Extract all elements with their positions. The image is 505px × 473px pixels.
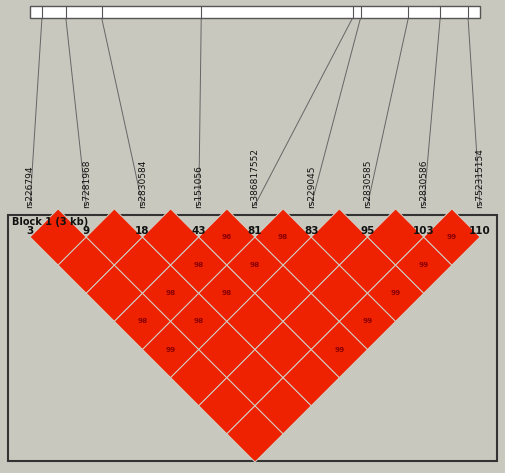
Text: 103: 103 xyxy=(413,226,435,236)
Polygon shape xyxy=(199,209,255,265)
Polygon shape xyxy=(227,406,283,462)
Polygon shape xyxy=(142,265,199,321)
Polygon shape xyxy=(227,237,283,293)
Polygon shape xyxy=(311,209,368,265)
Text: 98: 98 xyxy=(137,318,147,324)
Polygon shape xyxy=(142,321,199,377)
Text: 99: 99 xyxy=(166,347,176,352)
Text: 99: 99 xyxy=(363,318,373,324)
Polygon shape xyxy=(255,209,311,265)
Polygon shape xyxy=(339,293,395,350)
Polygon shape xyxy=(30,209,86,265)
Bar xyxy=(30,6,480,18)
Polygon shape xyxy=(114,293,171,350)
Text: 95: 95 xyxy=(360,226,375,236)
Polygon shape xyxy=(424,209,480,265)
Text: 99: 99 xyxy=(390,290,401,296)
Text: 99: 99 xyxy=(334,347,344,352)
Polygon shape xyxy=(171,350,227,406)
Polygon shape xyxy=(283,237,339,293)
Polygon shape xyxy=(255,321,311,377)
Text: rs2830585: rs2830585 xyxy=(363,159,372,208)
Text: 98: 98 xyxy=(166,290,176,296)
Text: 98: 98 xyxy=(250,262,260,268)
Polygon shape xyxy=(368,209,424,265)
Text: rs2830586: rs2830586 xyxy=(419,159,428,208)
Text: rs752315154: rs752315154 xyxy=(476,148,484,208)
Text: rs229045: rs229045 xyxy=(307,166,316,208)
Polygon shape xyxy=(199,265,255,321)
Text: 3: 3 xyxy=(26,226,34,236)
Polygon shape xyxy=(311,321,368,377)
Polygon shape xyxy=(227,293,283,350)
Bar xyxy=(8,215,497,461)
Text: 9: 9 xyxy=(83,226,90,236)
Text: 96: 96 xyxy=(222,234,232,240)
Polygon shape xyxy=(227,350,283,406)
Text: 98: 98 xyxy=(193,318,204,324)
Polygon shape xyxy=(86,265,142,321)
Text: 43: 43 xyxy=(191,226,206,236)
Polygon shape xyxy=(368,265,424,321)
Polygon shape xyxy=(283,350,339,406)
Polygon shape xyxy=(339,237,395,293)
Polygon shape xyxy=(58,237,114,293)
Text: 81: 81 xyxy=(248,226,262,236)
Polygon shape xyxy=(283,293,339,350)
Polygon shape xyxy=(171,237,227,293)
Polygon shape xyxy=(142,209,199,265)
Text: Block 1 (3 kb): Block 1 (3 kb) xyxy=(12,217,88,227)
Polygon shape xyxy=(114,237,171,293)
Polygon shape xyxy=(395,237,452,293)
Text: 98: 98 xyxy=(193,262,204,268)
Text: 98: 98 xyxy=(222,290,232,296)
Polygon shape xyxy=(199,377,255,434)
Polygon shape xyxy=(255,265,311,321)
Text: 99: 99 xyxy=(419,262,429,268)
Text: rs386817552: rs386817552 xyxy=(250,148,260,208)
Text: 99: 99 xyxy=(447,234,457,240)
Polygon shape xyxy=(86,209,142,265)
Text: rs151056: rs151056 xyxy=(194,165,203,208)
Text: 83: 83 xyxy=(304,226,319,236)
Polygon shape xyxy=(171,293,227,350)
Polygon shape xyxy=(311,265,368,321)
Polygon shape xyxy=(199,321,255,377)
Text: rs7281968: rs7281968 xyxy=(82,159,91,208)
Text: rs226794: rs226794 xyxy=(25,166,34,208)
Polygon shape xyxy=(255,377,311,434)
Text: rs2830584: rs2830584 xyxy=(138,159,147,208)
Text: 98: 98 xyxy=(278,234,288,240)
Text: 110: 110 xyxy=(469,226,491,236)
Text: 18: 18 xyxy=(135,226,150,236)
